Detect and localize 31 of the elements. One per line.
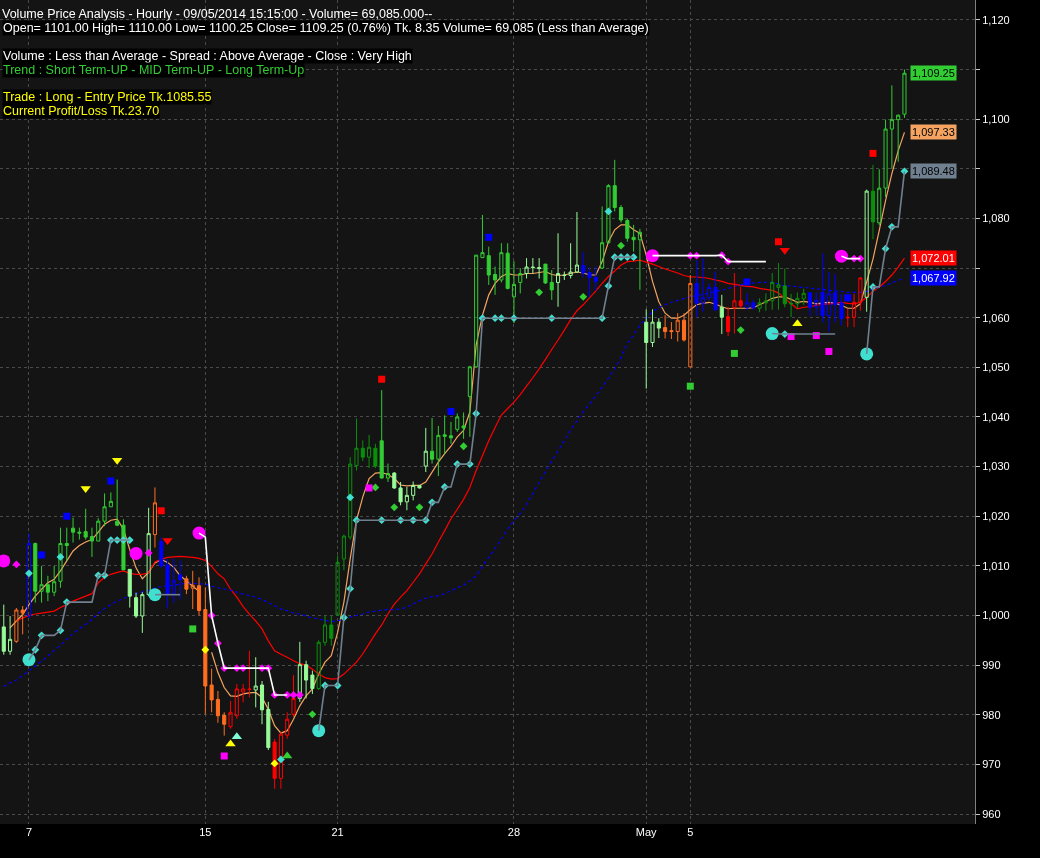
y-tick-label: 970 bbox=[982, 758, 1001, 771]
y-tick-label: 1,030 bbox=[982, 460, 1010, 473]
x-tick-label: 5 bbox=[687, 826, 694, 838]
y-tick-label: 1,020 bbox=[982, 510, 1010, 523]
y-tick-label: 1,100 bbox=[982, 112, 1010, 125]
y-tick-label: 1,120 bbox=[982, 13, 1010, 26]
data-label: 1,089.48 bbox=[912, 165, 955, 177]
annotation: Volume : Less than Average - Spread : Above Average - Close : Very High bbox=[3, 49, 412, 63]
x-tick-label: May bbox=[635, 826, 658, 838]
data-label: 1,067.92 bbox=[912, 272, 955, 284]
y-tick-label: 1,080 bbox=[982, 212, 1010, 225]
annotation: Current Profit/Loss Tk.23.70 bbox=[3, 104, 160, 118]
y-tick-label: 990 bbox=[982, 659, 1001, 672]
x-tick-label: 7 bbox=[25, 826, 33, 838]
y-tick-label: 960 bbox=[982, 807, 1001, 820]
data-label: 1,097.33 bbox=[912, 126, 955, 138]
y-tick-label: 980 bbox=[982, 708, 1001, 721]
x-tick-label: 15 bbox=[199, 826, 212, 838]
y-tick-label: 1,000 bbox=[982, 609, 1010, 622]
data-label: 1,072.01 bbox=[912, 252, 955, 264]
x-tick-label: 21 bbox=[331, 826, 344, 838]
text: Volume Price Analysis - Hourly - 09/05/2014 15:15:00 - Volume= 69,085.000-- bbox=[2, 7, 433, 22]
text: 1,109.25 bbox=[912, 67, 955, 79]
x-tick-label: 28 bbox=[507, 826, 521, 838]
annotation: Trade : Long - Entry Price Tk.1085.55 bbox=[3, 90, 212, 104]
annotation: Trend : Short Term-UP - MID Term-UP - Long Term-Up bbox=[3, 63, 305, 77]
annotation: Open= 1101.00 High= 1110.00 Low= 1100.25 Close= 1109.25 (0.76%) Tk. 8.35 Volume= 69,085 (Less than Average) bbox=[3, 21, 649, 35]
y-tick-label: 1,060 bbox=[982, 311, 1010, 324]
y-tick-label: 1,050 bbox=[982, 361, 1010, 374]
y-tick-label: 1,010 bbox=[982, 559, 1010, 572]
y-tick-label: 1,040 bbox=[982, 410, 1010, 423]
